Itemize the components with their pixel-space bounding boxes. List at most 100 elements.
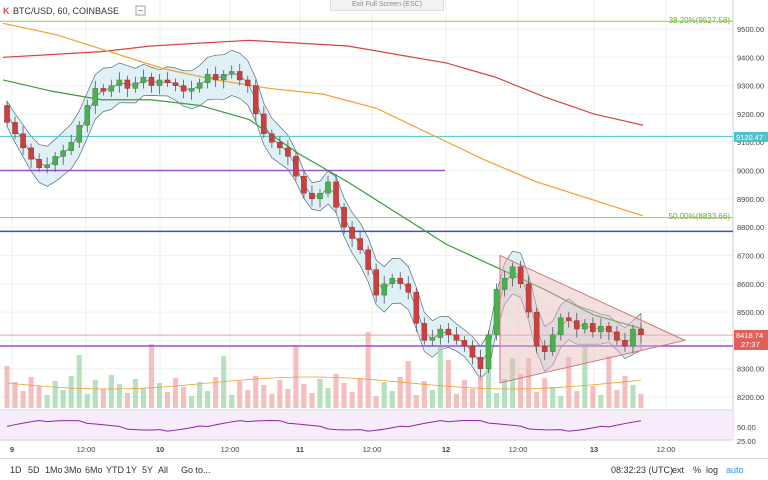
- volume-bar: [172, 378, 179, 408]
- timeframe-1d[interactable]: 1D: [10, 465, 22, 475]
- price-tick-label: 8600.00: [737, 280, 764, 289]
- timeframe-1mo[interactable]: 1Mo: [45, 465, 63, 475]
- utc-clock: 08:32:23 (UTC): [611, 465, 674, 475]
- candle-body: [341, 207, 347, 228]
- candle-body: [501, 277, 508, 290]
- moving-averages: [2, 22, 644, 330]
- symbol-title[interactable]: BTC/USD, 60, COINBASE: [13, 6, 119, 16]
- volume-bar: [148, 344, 155, 408]
- volume-bar: [140, 388, 147, 408]
- candle-body: [20, 133, 26, 149]
- auto-toggle[interactable]: auto: [726, 465, 744, 475]
- volume-bar: [373, 396, 379, 408]
- volume-bar: [237, 381, 243, 408]
- candle-body: [622, 340, 628, 347]
- volume-bar: [405, 361, 411, 408]
- candlesticks: [4, 63, 644, 378]
- price-tick-label: 8500.00: [737, 308, 764, 317]
- volume-bar: [445, 360, 451, 408]
- volume-bar: [413, 395, 419, 408]
- candle-body: [373, 269, 379, 296]
- candle-body: [220, 74, 227, 81]
- candle-body: [52, 156, 58, 166]
- candle-body: [92, 88, 99, 106]
- candle-body: [533, 311, 540, 347]
- candle-body: [429, 337, 436, 341]
- volume-bar: [245, 390, 251, 408]
- timeframe-1y[interactable]: 1Y: [126, 465, 138, 475]
- candle-body: [638, 328, 644, 335]
- price-tick-label: 8200.00: [737, 393, 764, 402]
- exit-fullscreen-button[interactable]: Exit Full Screen (ESC): [330, 0, 444, 11]
- volume-bar: [317, 379, 323, 408]
- candle-body: [477, 357, 484, 369]
- time-tick-label: 10: [156, 445, 164, 454]
- volume-bar: [52, 381, 58, 408]
- volume-bar: [325, 388, 331, 408]
- timeframe-6mo[interactable]: 6Mo: [85, 465, 103, 475]
- candle-body: [228, 71, 235, 75]
- price-tick-label: 8300.00: [737, 365, 764, 374]
- candle-body: [381, 283, 387, 296]
- timeframe-ytd[interactable]: YTD: [106, 465, 124, 475]
- timeframe-3mo[interactable]: 3Mo: [64, 465, 82, 475]
- candle-body: [285, 147, 291, 157]
- volume-bar: [630, 385, 636, 408]
- candle-body: [541, 345, 548, 352]
- volume-bar: [501, 379, 508, 408]
- time-tick-label: 12:00: [221, 445, 240, 454]
- volume-bar: [389, 391, 395, 408]
- price-axis-panel[interactable]: [733, 0, 768, 458]
- timeframe-5y[interactable]: 5Y: [142, 465, 154, 475]
- candle-body: [180, 85, 187, 92]
- volume-bar: [293, 345, 299, 408]
- volume-bar: [92, 380, 98, 408]
- rsi-tick-label: 50.00: [737, 423, 756, 432]
- rsi-pane: [0, 411, 733, 440]
- volume-bar: [309, 393, 315, 408]
- time-tick-label: 12:00: [77, 445, 96, 454]
- volume-bar: [189, 396, 195, 408]
- tradingview-logo-icon: K: [3, 6, 10, 16]
- candle-body: [84, 105, 91, 126]
- candle-body: [132, 82, 139, 89]
- goto-button[interactable]: Go to...: [181, 465, 211, 475]
- horizontal-levels: [0, 20, 733, 347]
- log-toggle[interactable]: log: [706, 465, 719, 475]
- ext-toggle[interactable]: ext: [672, 465, 685, 475]
- timeframe-all[interactable]: All: [158, 465, 169, 475]
- candle-body: [44, 164, 50, 168]
- volume-bar: [76, 355, 82, 408]
- candle-body: [156, 79, 163, 86]
- candle-body: [301, 175, 307, 194]
- candle-body: [389, 277, 395, 284]
- moving-average-green: [2, 79, 644, 330]
- timeframe-5d[interactable]: 5D: [28, 465, 40, 475]
- candle-body: [36, 159, 42, 168]
- candle-body: [421, 323, 428, 341]
- candle-body: [349, 226, 355, 239]
- percent-toggle[interactable]: %: [693, 465, 702, 475]
- candle-body: [293, 156, 299, 177]
- volume-bar: [461, 380, 468, 408]
- price-tick-label: 8800.00: [737, 223, 764, 232]
- price-tick-label: 9500.00: [737, 25, 764, 34]
- volume-bar: [180, 387, 187, 408]
- candle-body: [557, 317, 564, 335]
- chart-svg[interactable]: 38.20%(9527.58) 50.00%(8833.66) 9500.009…: [0, 0, 768, 458]
- candle-body: [244, 79, 251, 86]
- volume-bar: [477, 375, 484, 408]
- svg-text:9120.47: 9120.47: [736, 133, 763, 142]
- candle-body: [525, 283, 532, 313]
- volume-bar: [4, 366, 10, 408]
- volume-bar: [622, 376, 628, 408]
- candle-body: [517, 266, 524, 284]
- volume-bar: [542, 378, 548, 408]
- volume-bar: [333, 374, 339, 408]
- candle-body: [461, 340, 468, 347]
- fib-500-label: 50.00%(8833.66): [669, 212, 731, 221]
- candle-body: [565, 317, 572, 321]
- candle-body: [236, 71, 243, 81]
- volume-bar: [365, 332, 371, 408]
- volume-bar: [261, 385, 267, 408]
